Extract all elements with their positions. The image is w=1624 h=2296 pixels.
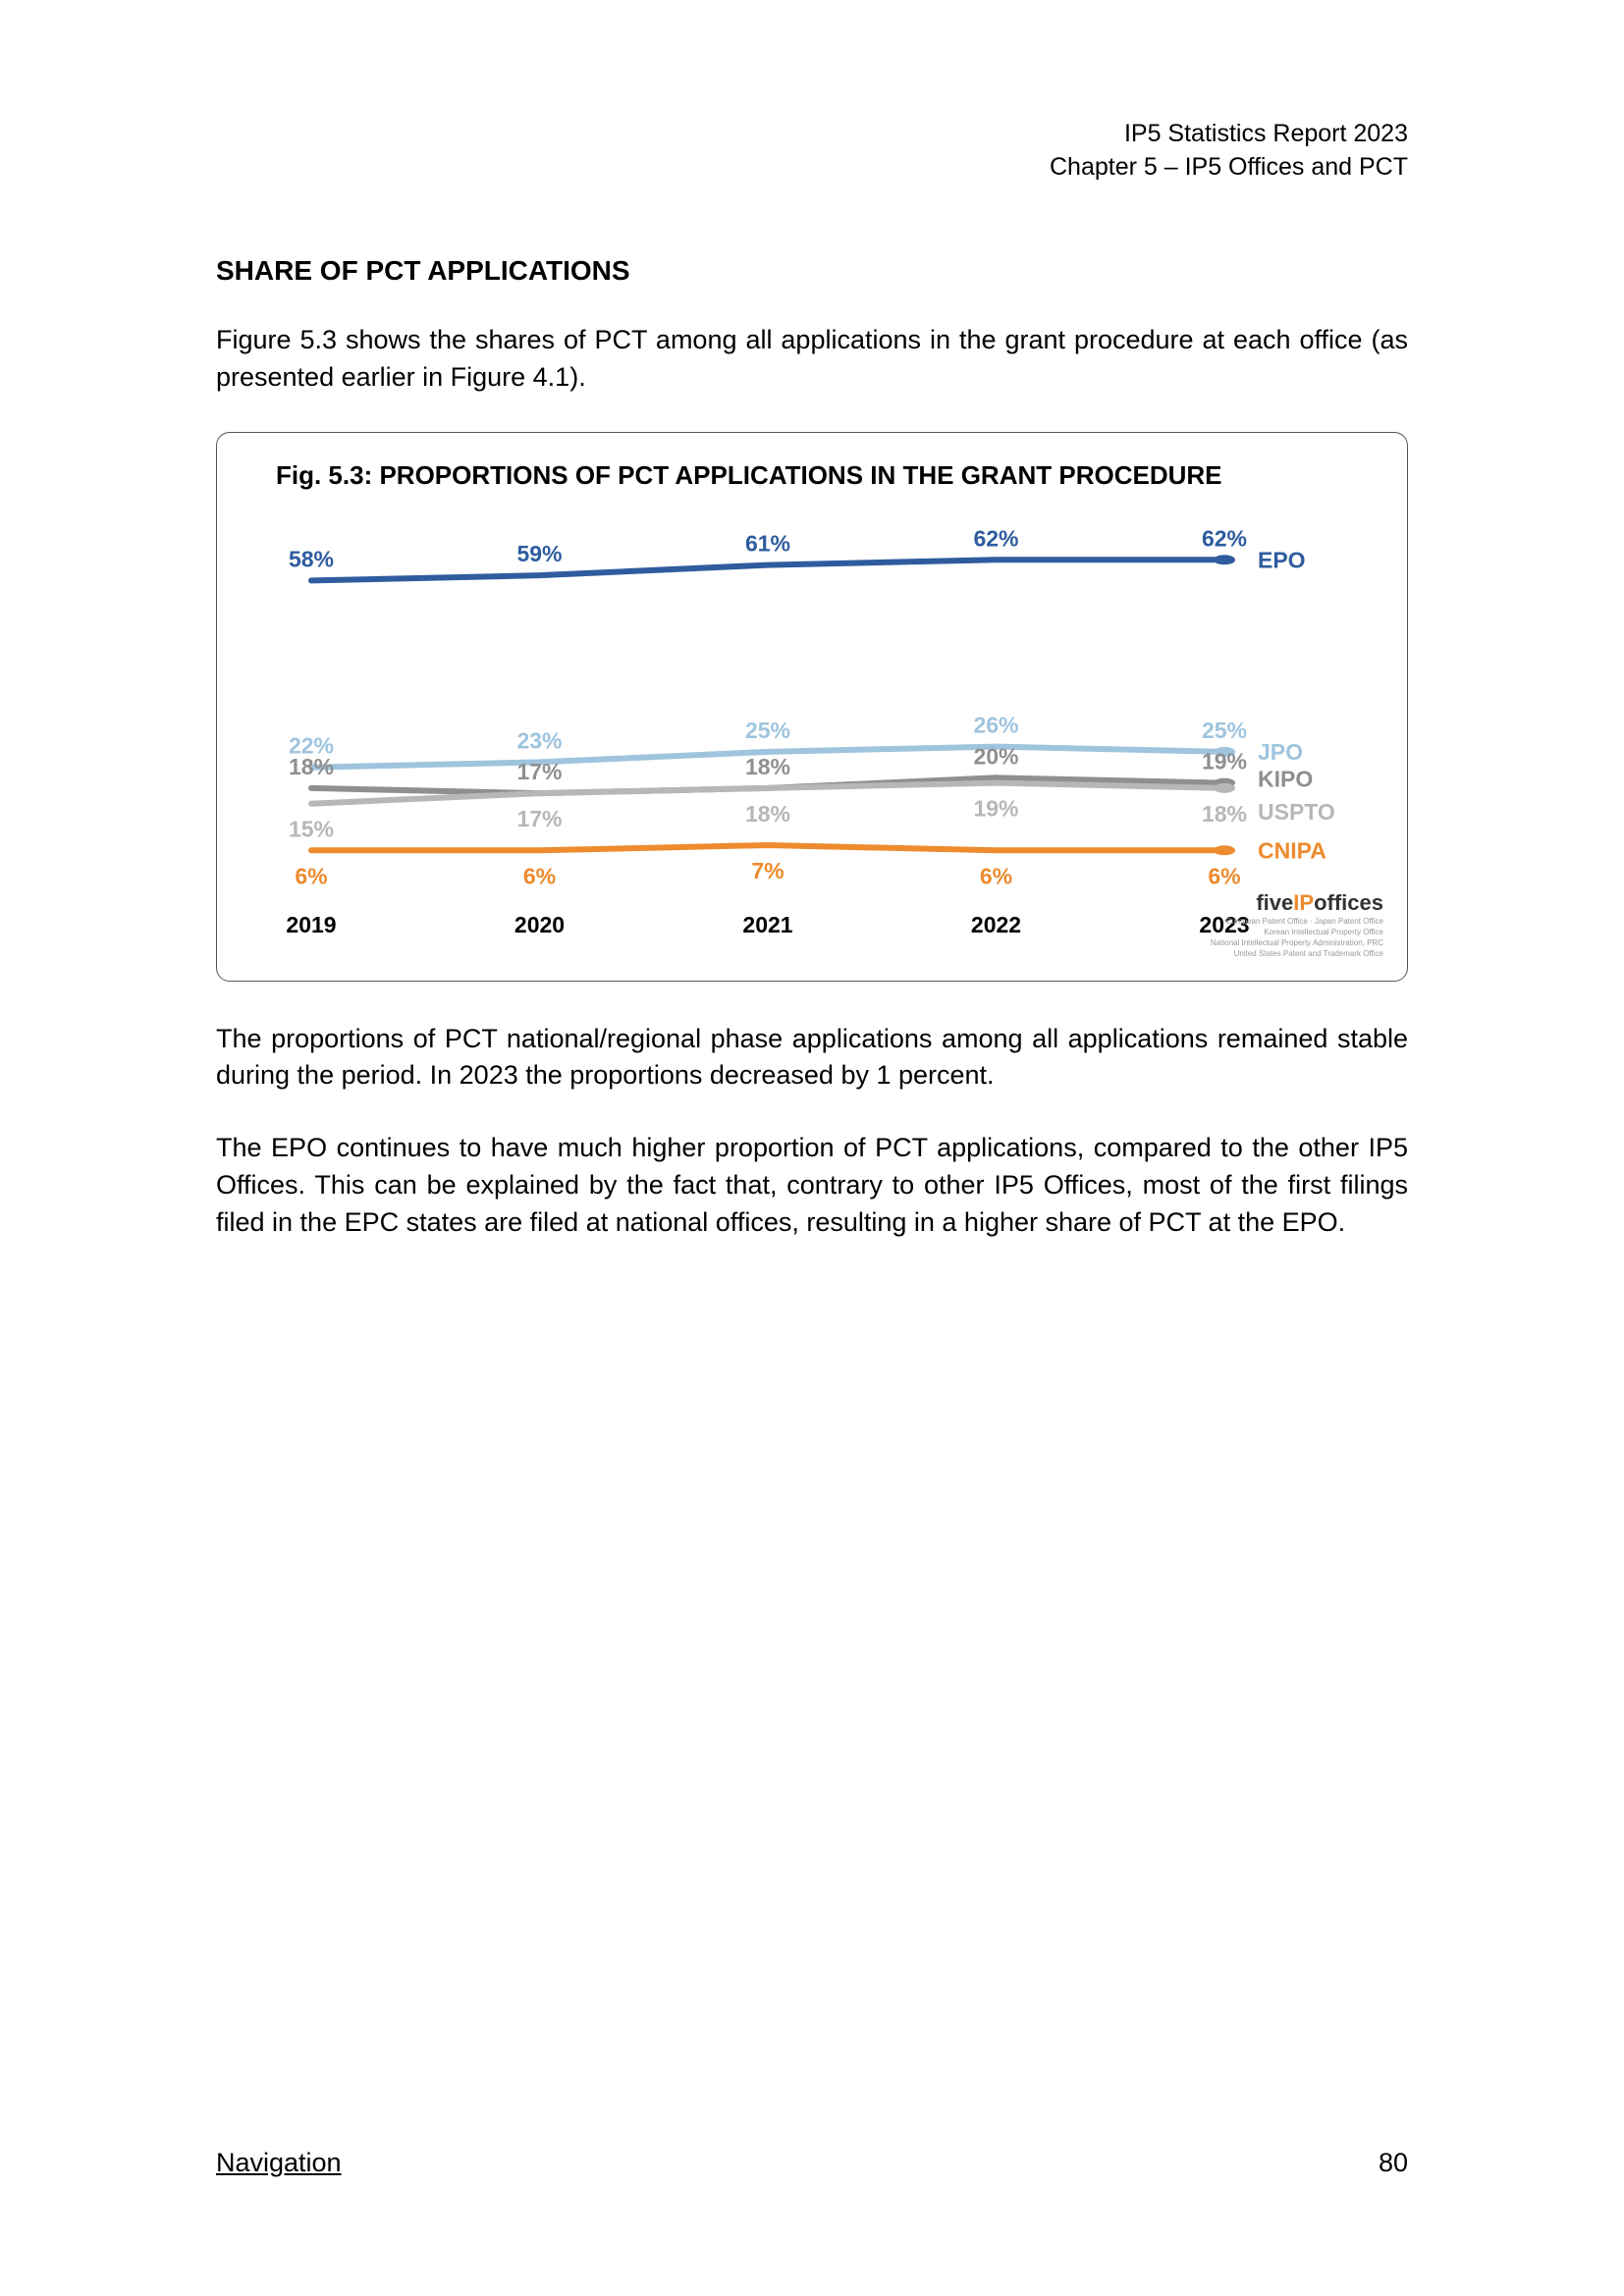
x-axis-label-2021: 2021 [742, 912, 792, 937]
value-label-cnipa-2022: 6% [980, 863, 1012, 888]
x-axis-label-2022: 2022 [971, 912, 1021, 937]
logo-offices: offices [1314, 890, 1383, 915]
page-footer: Navigation 80 [216, 2148, 1408, 2178]
header-line-1: IP5 Statistics Report 2023 [1050, 118, 1408, 151]
value-label-jpo-2022: 26% [973, 712, 1018, 737]
series-endpoint-cnipa [1214, 845, 1235, 855]
series-line-epo [311, 560, 1224, 580]
value-label-kipo-2022: 20% [973, 743, 1018, 769]
value-label-jpo-2023: 25% [1202, 717, 1247, 742]
x-axis-label-2020: 2020 [514, 912, 565, 937]
value-label-epo-2019: 58% [289, 546, 334, 571]
figure-5-3: Fig. 5.3: PROPORTIONS OF PCT APPLICATION… [216, 432, 1408, 982]
series-label-uspto: USPTO [1258, 798, 1335, 824]
value-label-kipo-2020: 17% [516, 759, 562, 784]
page: IP5 Statistics Report 2023 Chapter 5 – I… [0, 0, 1624, 2296]
value-label-cnipa-2021: 7% [751, 858, 784, 883]
value-label-cnipa-2020: 6% [523, 863, 556, 888]
series-label-kipo: KIPO [1258, 766, 1313, 791]
intro-paragraph: Figure 5.3 shows the shares of PCT among… [216, 322, 1408, 397]
logo-sub-4: United States Patent and Trademark Offic… [1211, 950, 1383, 959]
series-endpoint-uspto [1214, 782, 1235, 792]
value-label-cnipa-2023: 6% [1208, 863, 1240, 888]
x-axis-label-2019: 2019 [286, 912, 336, 937]
value-label-uspto-2022: 19% [973, 795, 1018, 821]
page-header: IP5 Statistics Report 2023 Chapter 5 – I… [1050, 118, 1408, 185]
value-label-uspto-2020: 17% [516, 806, 562, 831]
value-label-uspto-2023: 18% [1202, 800, 1247, 826]
value-label-cnipa-2019: 6% [295, 863, 327, 888]
value-label-kipo-2019: 18% [289, 753, 334, 778]
navigation-link[interactable]: Navigation [216, 2148, 342, 2178]
paragraph-3: The EPO continues to have much higher pr… [216, 1130, 1408, 1241]
value-label-jpo-2021: 25% [745, 717, 790, 742]
series-line-cnipa [311, 845, 1224, 850]
series-label-cnipa: CNIPA [1258, 837, 1326, 863]
series-label-jpo: JPO [1258, 738, 1303, 764]
value-label-epo-2022: 62% [973, 525, 1018, 551]
section-title: SHARE OF PCT APPLICATIONS [216, 255, 1408, 287]
series-endpoint-epo [1214, 555, 1235, 564]
value-label-uspto-2021: 18% [745, 800, 790, 826]
paragraph-2: The proportions of PCT national/regional… [216, 1021, 1408, 1095]
chart-svg: 58%59%61%62%62%EPO22%23%25%26%25%JPO18%1… [244, 508, 1380, 940]
logo-sub-2: Korean Intellectual Property Office [1211, 929, 1383, 937]
value-label-epo-2020: 59% [516, 541, 562, 566]
chart-plot-area: 58%59%61%62%62%EPO22%23%25%26%25%JPO18%1… [244, 508, 1380, 940]
chart-title: Fig. 5.3: PROPORTIONS OF PCT APPLICATION… [276, 460, 1380, 491]
fiveip-logo: fiveIPoffices European Patent Office · J… [1211, 890, 1383, 958]
value-label-epo-2023: 62% [1202, 525, 1247, 551]
value-label-uspto-2019: 15% [289, 816, 334, 841]
value-label-kipo-2021: 18% [745, 753, 790, 778]
value-label-kipo-2023: 19% [1202, 748, 1247, 774]
value-label-epo-2021: 61% [745, 530, 790, 556]
logo-sub-3: National Intellectual Property Administr… [1211, 939, 1383, 948]
logo-ip: IP [1293, 890, 1314, 915]
logo-five: five [1256, 890, 1293, 915]
header-line-2: Chapter 5 – IP5 Offices and PCT [1050, 151, 1408, 185]
page-number: 80 [1379, 2148, 1408, 2178]
logo-sub-1: European Patent Office · Japan Patent Of… [1211, 918, 1383, 927]
series-label-epo: EPO [1258, 547, 1306, 572]
value-label-jpo-2020: 23% [516, 727, 562, 753]
